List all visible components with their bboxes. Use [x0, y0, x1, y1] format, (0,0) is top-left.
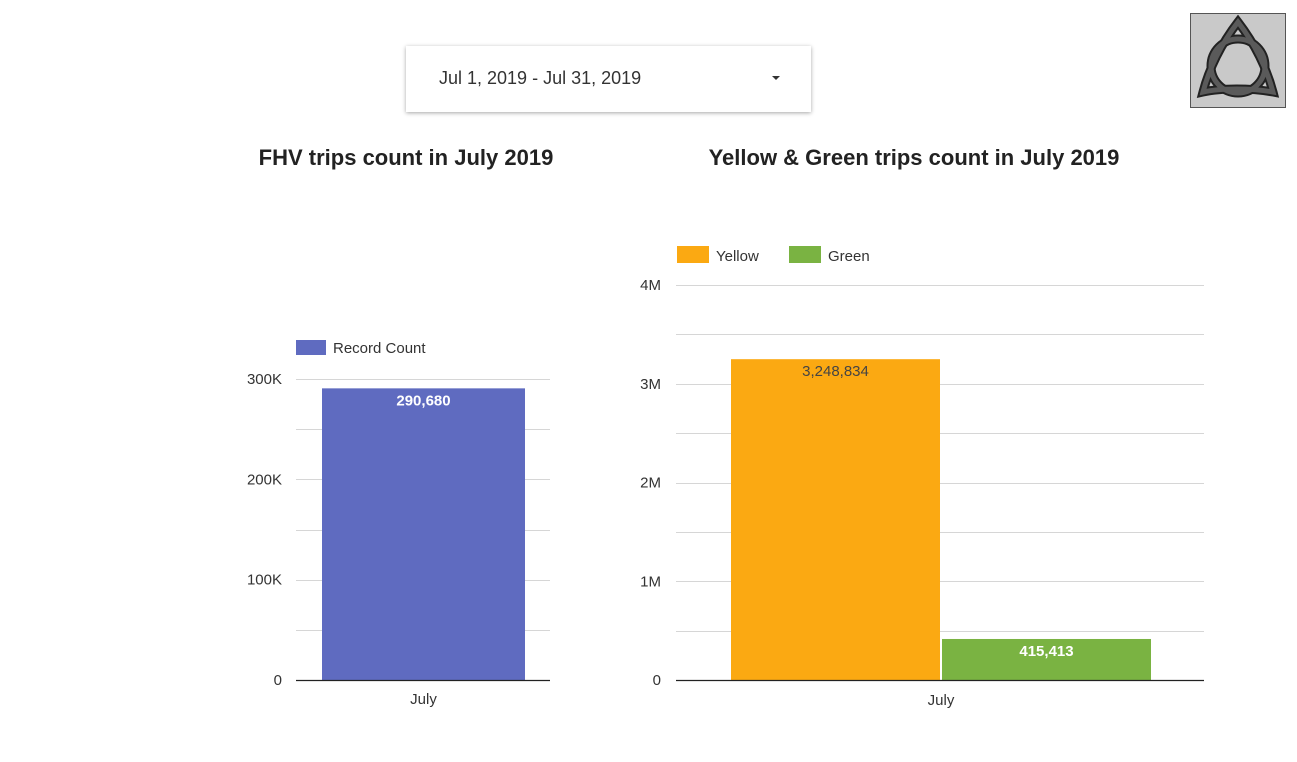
triquetra-logo-icon: [1190, 13, 1286, 108]
legend-swatch-record-count: [296, 340, 326, 355]
legend-swatch-green: [789, 246, 821, 263]
bar-green: [942, 638, 1151, 680]
y-tick-label: 1M: [640, 573, 661, 590]
y-tick-label: 100K: [247, 572, 282, 589]
bar-record-count: [322, 388, 525, 680]
data-label: 290,680: [396, 392, 450, 409]
y-tick-label: 4M: [640, 277, 661, 294]
legend-label: Yellow: [716, 248, 759, 265]
y-tick-label: 2M: [640, 475, 661, 492]
y-tick-label: 0: [274, 672, 282, 689]
y-tick-label: 0: [653, 672, 661, 689]
data-label: 3,248,834: [802, 363, 869, 380]
legend-label: Record Count: [333, 340, 426, 357]
bar-yellow: [731, 359, 940, 680]
x-category-label: July: [928, 692, 955, 709]
y-tick-label: 200K: [247, 471, 282, 488]
x-category-label: July: [410, 691, 437, 708]
y-tick-label: 300K: [247, 371, 282, 388]
date-range-label: Jul 1, 2019 - Jul 31, 2019: [439, 68, 642, 88]
data-label: 415,413: [1019, 643, 1073, 660]
yellow-green-chart-title: Yellow & Green trips count in July 2019: [708, 145, 1120, 170]
date-range-picker[interactable]: Jul 1, 2019 - Jul 31, 2019: [406, 46, 811, 112]
fhv-chart-title: FHV trips count in July 2019: [258, 145, 554, 170]
caret-down-icon[interactable]: [772, 76, 780, 80]
y-tick-label: 3M: [640, 376, 661, 393]
legend-label: Green: [828, 248, 870, 265]
legend-swatch-yellow: [677, 246, 709, 263]
